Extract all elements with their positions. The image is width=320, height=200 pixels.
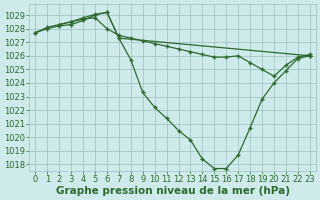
- X-axis label: Graphe pression niveau de la mer (hPa): Graphe pression niveau de la mer (hPa): [56, 186, 290, 196]
